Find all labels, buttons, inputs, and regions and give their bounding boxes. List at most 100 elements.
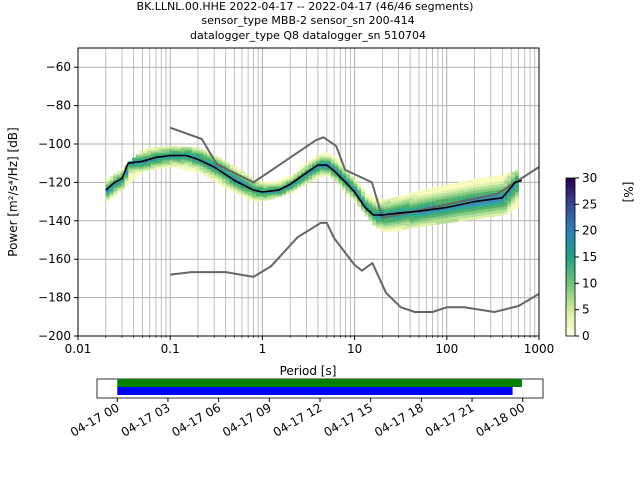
density-cell [128, 176, 133, 179]
density-cell [278, 195, 283, 197]
density-cell [132, 165, 137, 168]
density-cell [150, 164, 155, 167]
density-cell [372, 201, 377, 204]
density-cell [248, 178, 253, 181]
density-cell [514, 199, 519, 203]
density-cell [312, 159, 317, 162]
density-cell [263, 188, 268, 190]
density-cell [454, 191, 459, 195]
density-cell [184, 158, 189, 161]
density-cell [327, 160, 332, 163]
density-cell [120, 184, 125, 187]
density-cell [360, 196, 365, 199]
density-cell [117, 176, 122, 179]
density-cell [458, 190, 463, 194]
density-cell [402, 199, 407, 203]
density-cell [473, 198, 478, 203]
density-cell [334, 171, 339, 174]
density-cell [394, 221, 399, 224]
density-cell [315, 165, 320, 168]
density-cell [349, 194, 354, 197]
density-cell [443, 201, 448, 205]
density-cell [128, 171, 133, 174]
density-cell [222, 177, 227, 180]
density-cell [312, 164, 317, 166]
density-cell [233, 166, 238, 169]
density-cell [349, 177, 354, 180]
density-cell [150, 163, 155, 166]
density-cell [390, 226, 396, 230]
density-cell [274, 194, 279, 196]
x-tick-label: 1000 [524, 342, 555, 356]
density-cell [503, 188, 508, 192]
density-cell [233, 177, 238, 181]
density-cell [263, 182, 268, 185]
density-cell [165, 166, 170, 168]
density-cell [229, 168, 234, 171]
density-cell [443, 198, 448, 202]
density-cell [180, 167, 185, 170]
density-cell [150, 155, 155, 158]
density-cell [413, 194, 418, 198]
density-cell [147, 163, 152, 166]
density-cell [259, 188, 264, 190]
density-cell [263, 181, 268, 184]
density-cell [195, 147, 200, 150]
density-cell [173, 147, 178, 150]
density-cell [304, 180, 309, 183]
density-cell [507, 206, 512, 210]
density-cell [300, 182, 305, 185]
density-cell [330, 159, 335, 162]
density-cell [330, 165, 335, 168]
density-cell [405, 216, 411, 220]
density-cell [424, 204, 429, 208]
density-cell [248, 176, 253, 179]
density-cell [372, 223, 377, 226]
density-cell [218, 161, 223, 164]
density-cell [203, 165, 208, 168]
density-cell [319, 172, 324, 175]
density-cell [327, 157, 332, 160]
timeline-tick-label: 04-17 06 [169, 400, 223, 439]
density-cell [375, 206, 380, 210]
density-cell [511, 193, 516, 197]
density-cell [240, 182, 245, 185]
density-cell [289, 179, 294, 182]
density-cell [195, 154, 200, 157]
colorbar-label: [%] [621, 182, 635, 203]
density-cell [402, 207, 407, 211]
density-cell [450, 188, 456, 193]
density-cell [383, 211, 388, 214]
density-cell [285, 182, 290, 185]
density-cell [466, 183, 471, 187]
density-cell [330, 177, 335, 180]
density-cell [323, 170, 328, 173]
density-cell [330, 160, 335, 163]
density-cell [233, 183, 238, 186]
density-cell [117, 175, 122, 178]
density-cell [315, 176, 320, 179]
density-cell [222, 163, 227, 167]
density-cell [469, 190, 474, 195]
density-cell [285, 183, 290, 186]
density-cell [499, 192, 504, 196]
density-cell [278, 193, 283, 196]
density-cell [184, 156, 189, 159]
density-cell [507, 172, 512, 177]
density-cell [499, 209, 504, 213]
density-cell [113, 189, 118, 191]
density-cell [360, 205, 365, 207]
density-cell [499, 212, 504, 216]
density-cell [428, 201, 433, 205]
density-cell [379, 226, 384, 229]
density-cell [368, 208, 373, 211]
density-cell [162, 146, 167, 149]
density-cell [233, 168, 238, 171]
density-cell [315, 173, 320, 176]
density-cell [327, 168, 332, 171]
density-cell [477, 181, 482, 185]
density-cell [458, 187, 463, 191]
density-cell [128, 164, 133, 167]
density-cell [360, 195, 365, 198]
density-cell [499, 198, 504, 202]
